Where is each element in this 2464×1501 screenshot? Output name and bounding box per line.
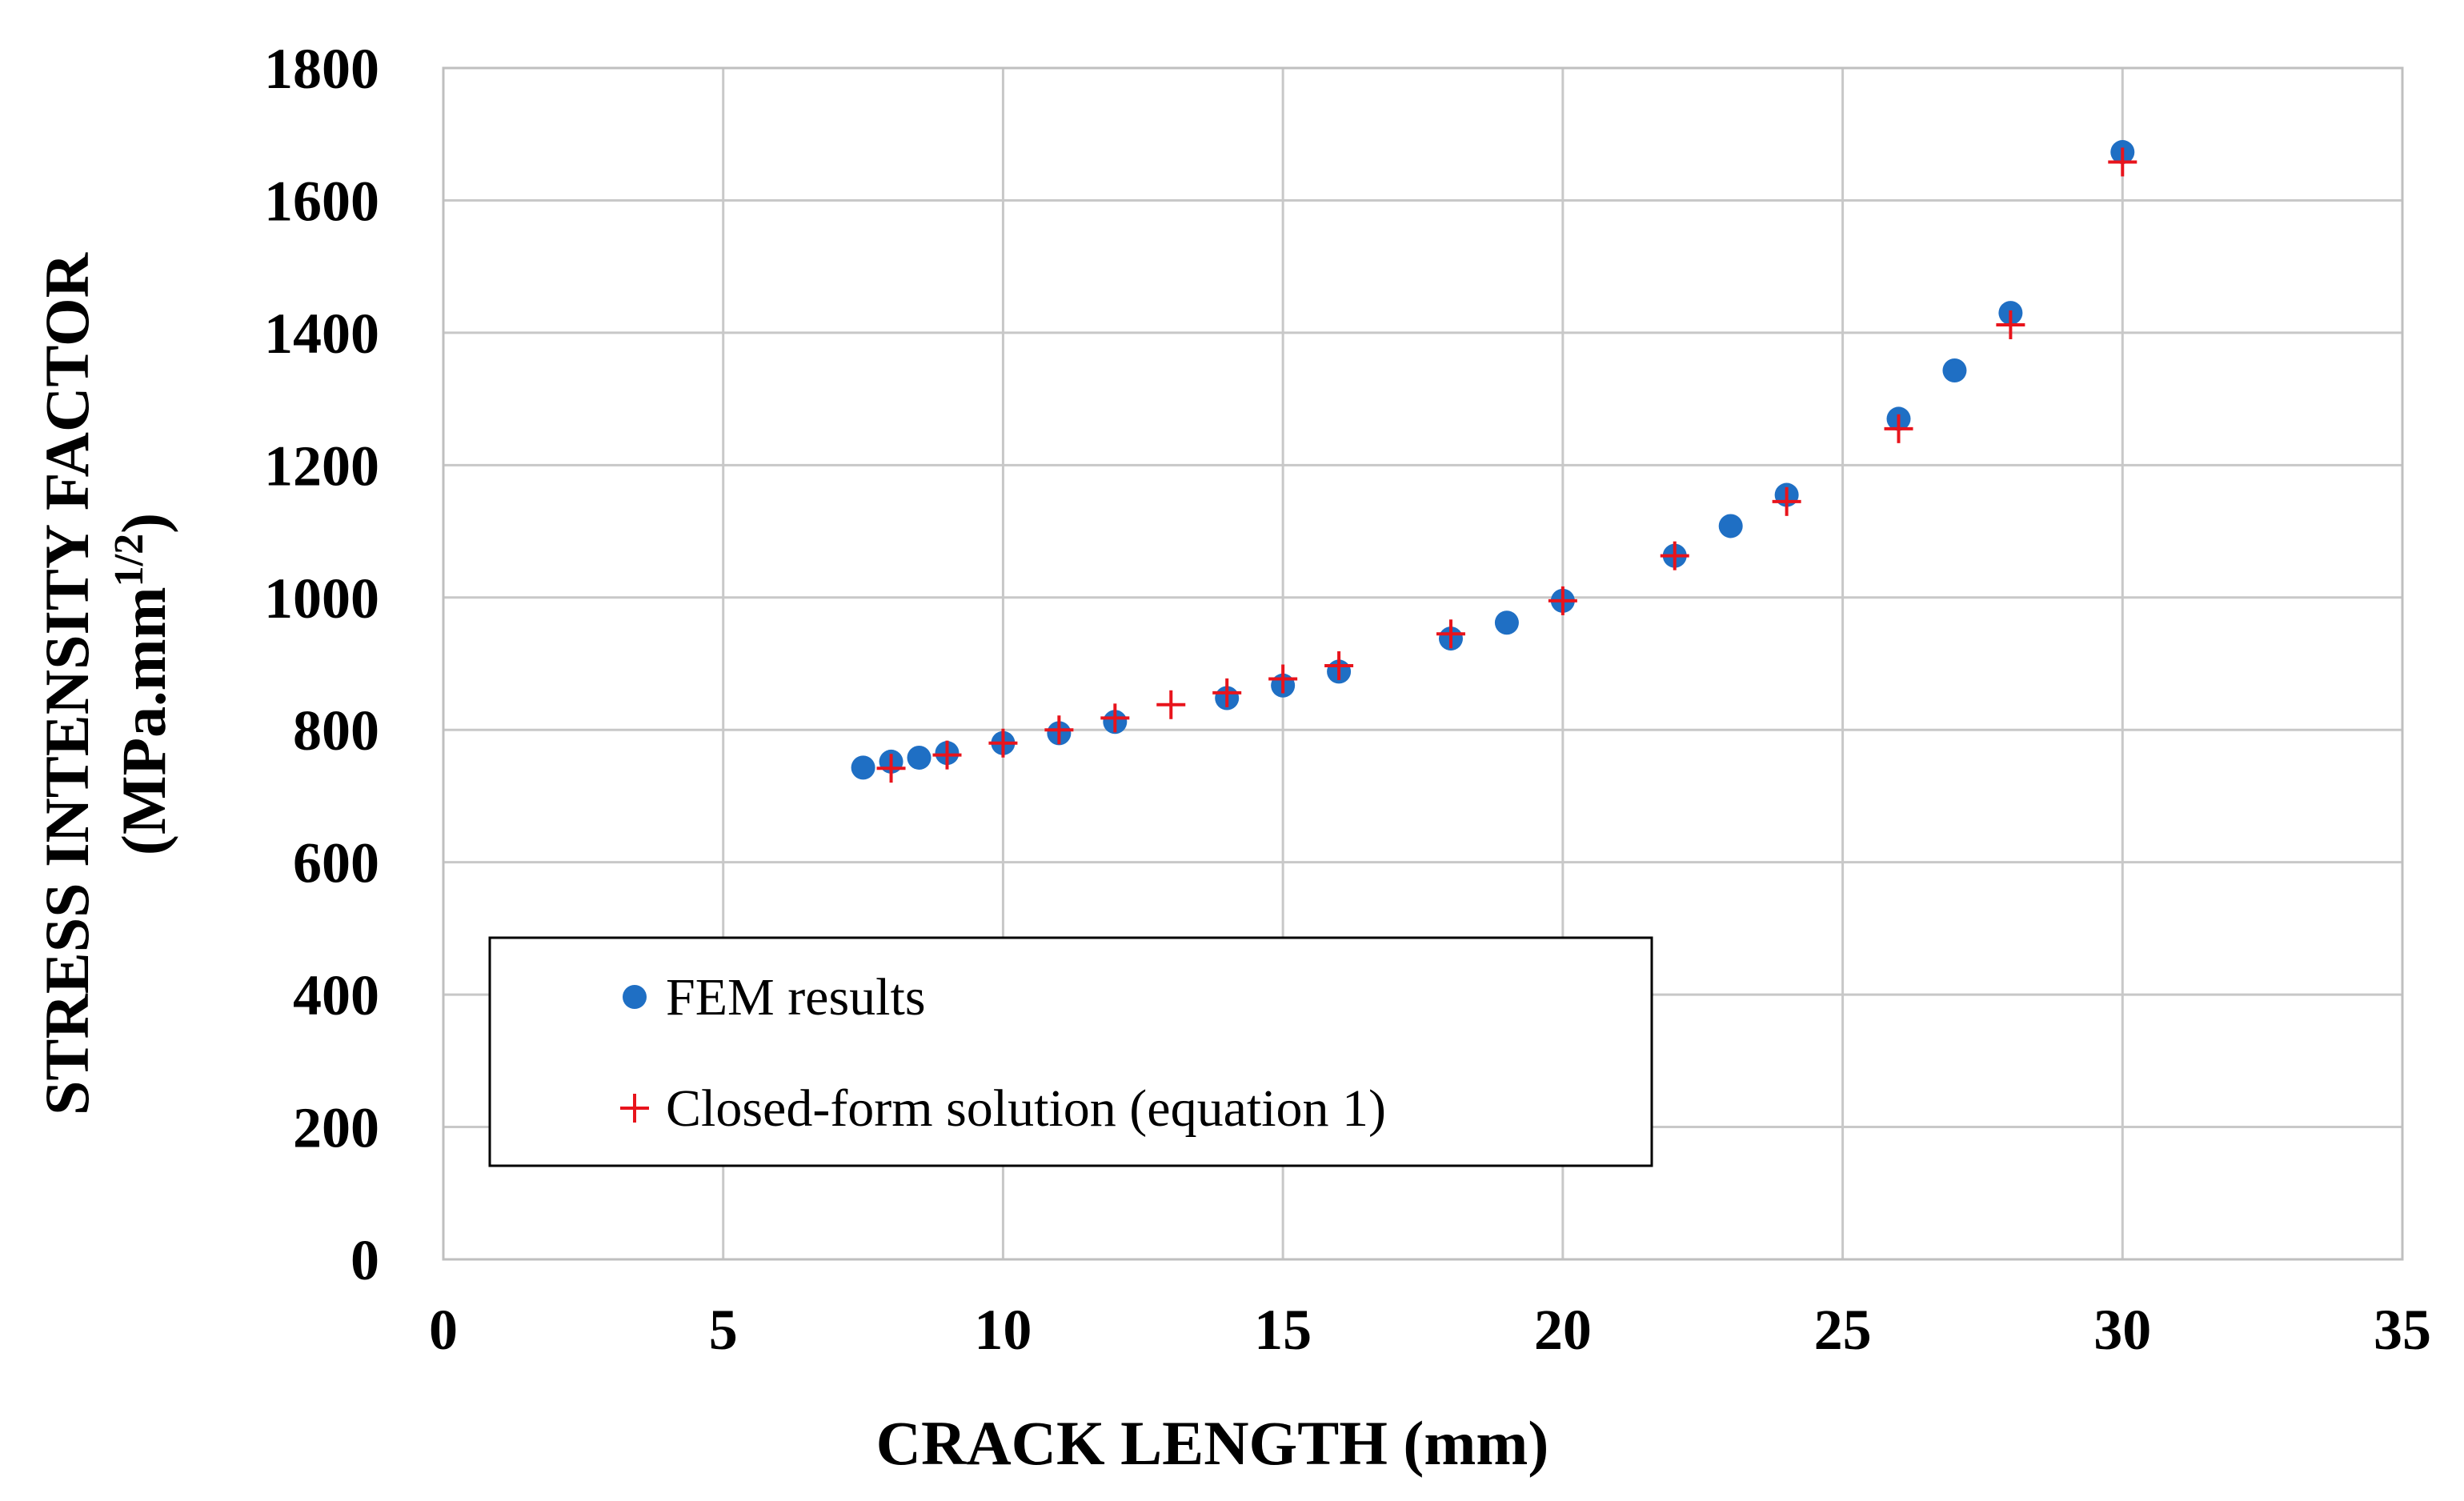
data-point-closed-form: [988, 728, 1018, 758]
data-point-closed-form: [1996, 310, 2025, 339]
x-tick-label: 0: [429, 1298, 458, 1362]
legend-label-closed-form: Closed-form solution (equation 1): [666, 1079, 1386, 1138]
data-point-closed-form: [1660, 541, 1689, 570]
legend-marker-fem: [623, 985, 647, 1009]
y-tick-label: 200: [293, 1096, 379, 1160]
data-point-closed-form: [1324, 650, 1354, 680]
plot-area-border: [442, 66, 2404, 1261]
y-axis-ticks: 0 200 400 600 800 1000 1200 1400 1600 1800: [264, 37, 379, 1292]
data-point-closed-form: [932, 740, 962, 770]
data-point-closed-form: [2108, 147, 2137, 177]
x-tick-label: 20: [1534, 1298, 1592, 1362]
data-series: [851, 140, 2137, 783]
y-axis-title-line1: STRESS INTENSITY FACTOR: [32, 251, 102, 1115]
legend-marker-closed-form: [620, 1094, 649, 1123]
y-axis-title-line2: (MPa.mm1/2): [106, 513, 178, 855]
data-point-closed-form: [1884, 414, 1913, 443]
data-point-closed-form: [1044, 715, 1074, 745]
x-axis-title: CRACK LENGTH (mm): [876, 1408, 1549, 1478]
data-point-closed-form: [1772, 486, 1801, 516]
data-point-fem: [907, 745, 932, 770]
y-tick-label: 800: [293, 698, 379, 763]
series-closed-form: [876, 147, 2137, 783]
data-point-closed-form: [1548, 586, 1577, 615]
data-point-fem: [851, 755, 875, 780]
y-tick-label: 0: [351, 1228, 379, 1292]
series-fem-results: [851, 140, 2135, 780]
data-point-fem: [1942, 358, 1967, 383]
x-tick-label: 35: [2374, 1298, 2431, 1362]
legend-box: [488, 936, 1653, 1167]
data-point-closed-form: [876, 754, 906, 783]
x-tick-label: 25: [1814, 1298, 1872, 1362]
data-point-closed-form: [1100, 703, 1130, 733]
y-tick-label: 1000: [264, 566, 379, 630]
x-tick-label: 15: [1254, 1298, 1312, 1362]
data-point-fem: [1494, 610, 1519, 635]
legend: FEM results Closed-form solution (equati…: [488, 936, 1653, 1167]
data-point-closed-form: [1212, 678, 1242, 707]
x-tick-label: 10: [974, 1298, 1032, 1362]
x-tick-label: 30: [2093, 1298, 2151, 1362]
y-tick-label: 1600: [264, 169, 379, 233]
x-axis-ticks: 0 5 10 15 20 25 30 35: [429, 1298, 2431, 1362]
y-tick-label: 1200: [264, 434, 379, 498]
y-tick-label: 1800: [264, 37, 379, 101]
data-point-closed-form: [1436, 619, 1465, 649]
x-tick-label: 5: [709, 1298, 738, 1362]
y-tick-label: 400: [293, 963, 379, 1027]
legend-label-fem: FEM results: [666, 968, 926, 1027]
y-tick-label: 1400: [264, 302, 379, 366]
y-tick-label: 600: [293, 831, 379, 895]
data-point-fem: [1718, 514, 1743, 538]
data-point-closed-form: [1268, 664, 1298, 694]
y-axis-title: STRESS INTENSITY FACTOR (MPa.mm1/2): [32, 251, 178, 1115]
data-point-closed-form: [1156, 690, 1186, 719]
